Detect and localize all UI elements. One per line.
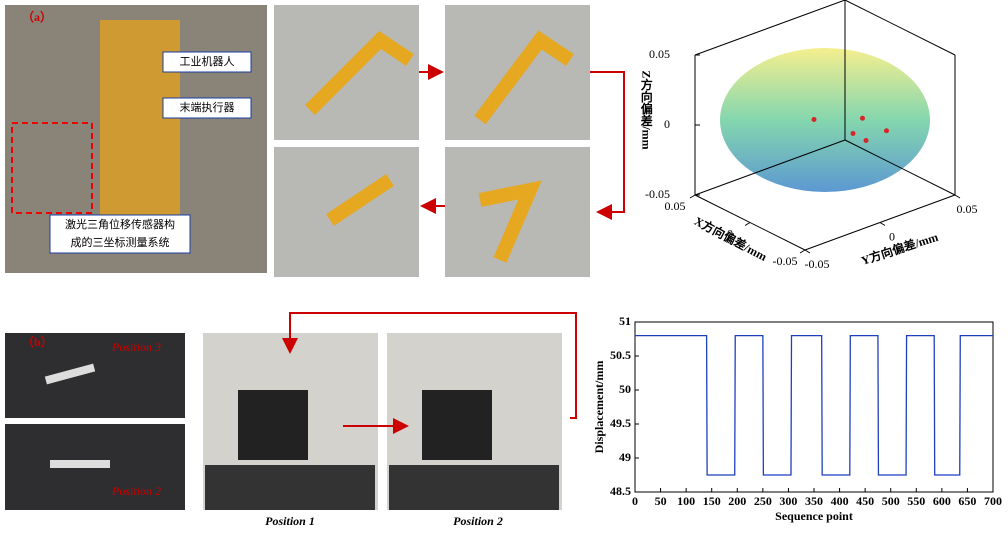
photo-label: Position 2	[111, 484, 161, 498]
x-tick	[800, 250, 805, 253]
arrow	[590, 72, 624, 212]
x-tick-label: 650	[958, 494, 976, 508]
z-tick-label: 0	[664, 117, 670, 131]
x-tick	[690, 195, 695, 198]
x-tick-label: 400	[831, 494, 849, 508]
caption: Position 2	[453, 514, 503, 528]
sensor	[238, 390, 308, 460]
y-tick-label: 49	[619, 450, 631, 464]
x-tick-label: 100	[677, 494, 695, 508]
x-tick-label: 150	[703, 494, 721, 508]
x-axis-label: X方向偏差/mm	[692, 213, 770, 264]
data-point	[812, 117, 817, 122]
x-tick-label: 50	[655, 494, 667, 508]
y-tick	[880, 223, 885, 226]
x-axis-label: Sequence point	[775, 509, 853, 523]
y-tick	[805, 250, 810, 253]
z-axis-label: Z方向偏差/mm	[639, 70, 653, 149]
x-tick-label: 700	[984, 494, 1002, 508]
plot-frame	[635, 322, 993, 492]
photo-label: Position 3	[111, 340, 161, 354]
z-tick-label: -0.05	[645, 187, 670, 201]
y-tick-label: -0.05	[805, 257, 830, 271]
y-tick-label: 50.5	[610, 348, 631, 362]
data-point	[864, 138, 869, 143]
data-point	[860, 116, 865, 121]
gauge-block	[50, 460, 110, 468]
y-tick-label: 0.05	[957, 202, 978, 216]
y-tick-label: 50	[619, 382, 631, 396]
x-tick-label: 500	[882, 494, 900, 508]
x-tick	[745, 223, 750, 226]
robot-label: 工业机器人	[180, 54, 235, 68]
y-axis-label: Displacement/mm	[592, 361, 606, 454]
y-axis-label: Y方向偏差/mm	[859, 229, 940, 268]
x-tick-label: 300	[779, 494, 797, 508]
x-tick-label: 450	[856, 494, 874, 508]
system-label: 成的三坐标测量系统	[71, 235, 170, 249]
x-tick-label: 200	[728, 494, 746, 508]
x-tick-label: 350	[805, 494, 823, 508]
panel-label: （b）	[22, 334, 53, 349]
y-tick-label: 49.5	[610, 416, 631, 430]
error-ellipsoid	[720, 48, 930, 192]
data-line	[635, 336, 993, 475]
y-tick	[955, 195, 960, 198]
sensor	[422, 390, 492, 460]
y-tick-label: 51	[619, 314, 631, 328]
x-tick-label: -0.05	[773, 254, 798, 268]
effector-label: 末端执行器	[180, 100, 235, 114]
data-point	[851, 131, 856, 136]
data-point	[884, 128, 889, 133]
x-tick-label: 0.05	[665, 199, 686, 213]
plate	[205, 465, 375, 510]
axis-edge	[845, 0, 955, 55]
axis-edge	[695, 0, 845, 55]
figure: （a） 工业机器人 末端执行器 激光三角位移传感器构 成的三坐标测量系统 （b）…	[0, 0, 1008, 535]
plate	[389, 465, 559, 510]
z-tick-label: 0.05	[649, 47, 670, 61]
system-label: 激光三角位移传感器构	[65, 217, 175, 231]
x-tick-label: 550	[907, 494, 925, 508]
x-tick-label: 0	[632, 494, 638, 508]
y-tick-label: 0	[889, 229, 895, 243]
caption: Position 1	[265, 514, 315, 528]
y-tick-label: 48.5	[610, 484, 631, 498]
panel-label: （a）	[22, 9, 52, 24]
x-tick-label: 600	[933, 494, 951, 508]
x-tick-label: 250	[754, 494, 772, 508]
